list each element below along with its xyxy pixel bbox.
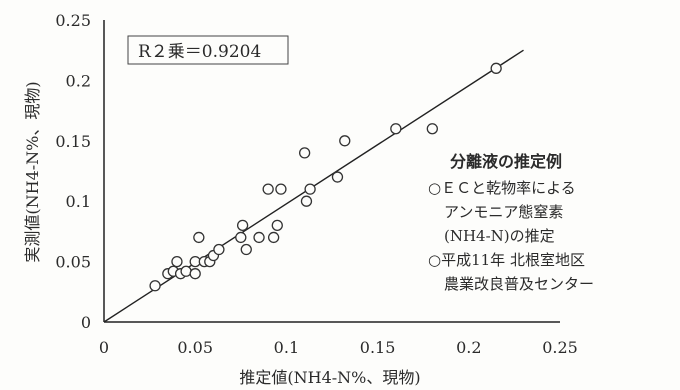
data-point bbox=[262, 183, 274, 195]
legend-text: ○平成11年 北根室地区 bbox=[428, 251, 585, 269]
data-points bbox=[149, 62, 502, 292]
y-tick-label: 0.05 bbox=[55, 253, 91, 272]
y-tick-label: 0.2 bbox=[66, 71, 91, 90]
data-point bbox=[180, 265, 192, 277]
data-point bbox=[236, 219, 249, 232]
data-point bbox=[426, 123, 438, 135]
data-point bbox=[240, 243, 252, 256]
y-tick-labels: 0 0.05 0.1 0.15 0.2 0.25 bbox=[55, 11, 91, 332]
x-axis-title: 推定値(NH4-N%、現物) bbox=[239, 368, 420, 387]
legend-text: 農業改良普及センター bbox=[444, 275, 594, 293]
legend-text: ○ＥＣと乾物率による bbox=[428, 179, 576, 197]
x-tick-label: 0.05 bbox=[177, 338, 213, 357]
data-point bbox=[253, 231, 265, 244]
data-point bbox=[490, 62, 502, 74]
y-tick-label: 0.25 bbox=[55, 11, 91, 30]
data-point bbox=[235, 231, 247, 244]
legend-text: (NH4-N)の推定 bbox=[444, 227, 555, 245]
data-point bbox=[193, 231, 205, 244]
x-tick-label: 0 bbox=[99, 338, 109, 357]
y-tick-label: 0.15 bbox=[55, 132, 91, 151]
data-point bbox=[390, 123, 402, 135]
data-point bbox=[304, 183, 316, 195]
legend-text: アンモニア態窒素 bbox=[444, 203, 563, 221]
y-tick-label: 0.1 bbox=[66, 192, 91, 211]
data-point bbox=[339, 135, 351, 147]
data-point bbox=[275, 183, 287, 195]
data-point bbox=[298, 147, 311, 159]
data-point bbox=[189, 268, 201, 280]
data-point bbox=[213, 243, 225, 256]
x-tick-labels: 0 0.05 0.1 0.15 0.2 0.25 bbox=[99, 338, 578, 357]
r2-box bbox=[127, 35, 289, 65]
legend-title: 分離液の推定例 bbox=[450, 152, 562, 171]
x-tick-label: 0.15 bbox=[360, 338, 396, 357]
r2-annotation: R２乗＝0.9204 bbox=[127, 35, 289, 65]
x-tick-label: 0.1 bbox=[274, 338, 299, 357]
data-point bbox=[171, 255, 183, 268]
y-axis-title: 実測値(NH4-N%、現物) bbox=[23, 81, 42, 262]
x-tick-label: 0.2 bbox=[456, 338, 481, 357]
axes bbox=[103, 20, 560, 323]
x-tick-label: 0.25 bbox=[542, 338, 578, 357]
data-point bbox=[331, 171, 344, 183]
data-point bbox=[271, 219, 283, 232]
y-tick-label: 0 bbox=[81, 313, 91, 332]
data-point bbox=[267, 231, 280, 244]
data-point bbox=[300, 195, 313, 207]
r2-text: R２乗＝0.9204 bbox=[138, 42, 261, 62]
data-point bbox=[149, 280, 161, 292]
